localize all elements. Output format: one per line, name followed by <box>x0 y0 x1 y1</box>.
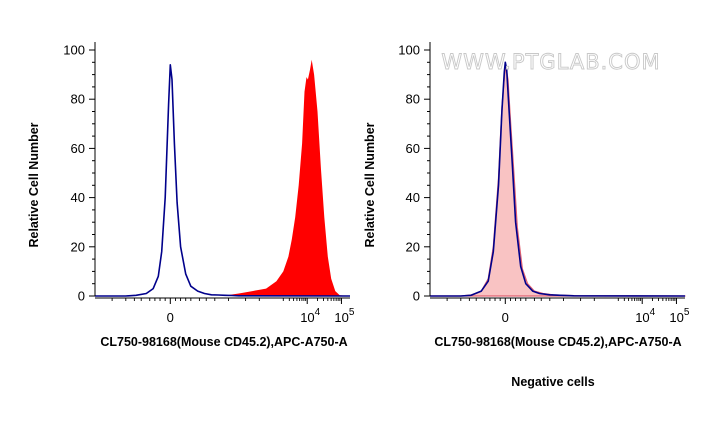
y-tick-label-left-3: 60 <box>71 141 85 156</box>
histogram-line-right-0 <box>430 61 686 297</box>
left-histogram-panel: 0 20 40 60 80 100 0 104 105 Relative Cell Number C… <box>27 42 355 349</box>
histogram-fill-left-1 <box>95 59 350 296</box>
y-tick-label-left-0: 0 <box>78 289 85 304</box>
histogram-fill-right-1 <box>429 66 686 297</box>
x-tick-label-left-2: 105 <box>334 307 354 325</box>
watermark-text: WWW.PTGLAB.COM <box>441 50 660 74</box>
y-tick-label-left-1: 20 <box>71 239 85 254</box>
histogram-line-left-0 <box>95 64 351 297</box>
y-tick-label-right-5: 100 <box>398 43 420 58</box>
y-tick-label-right-3: 60 <box>406 141 420 156</box>
y-tick-label-right-1: 20 <box>406 239 420 254</box>
x-tick-label-left-1: 104 <box>300 307 320 325</box>
x-tick-label-right-0: 0 <box>502 310 509 325</box>
y-tick-label-right-4: 80 <box>406 92 420 107</box>
y-tick-label-left-2: 40 <box>71 190 85 205</box>
x-tick-label-right-2: 105 <box>669 307 689 325</box>
x-tick-label-left-0: 0 <box>167 310 174 325</box>
x-axis-title-right: CL750-98168(Mouse CD45.2),APC-A750-A <box>434 335 681 349</box>
y-axis-title-left: Relative Cell Number <box>27 122 41 247</box>
y-tick-label-right-0: 0 <box>413 289 420 304</box>
panel-caption: Negative cells <box>511 375 594 389</box>
x-axis-title-left: CL750-98168(Mouse CD45.2),APC-A750-A <box>100 335 347 349</box>
y-tick-label-right-2: 40 <box>406 190 420 205</box>
x-tick-label-right-1: 104 <box>635 307 655 325</box>
right-histogram-panel: 0 20 40 60 80 100 0 104 105 Relative Cell Number C… <box>363 42 690 349</box>
y-tick-label-left-5: 100 <box>63 43 85 58</box>
y-tick-label-left-4: 80 <box>71 92 85 107</box>
y-axis-title-right: Relative Cell Number <box>363 122 377 247</box>
